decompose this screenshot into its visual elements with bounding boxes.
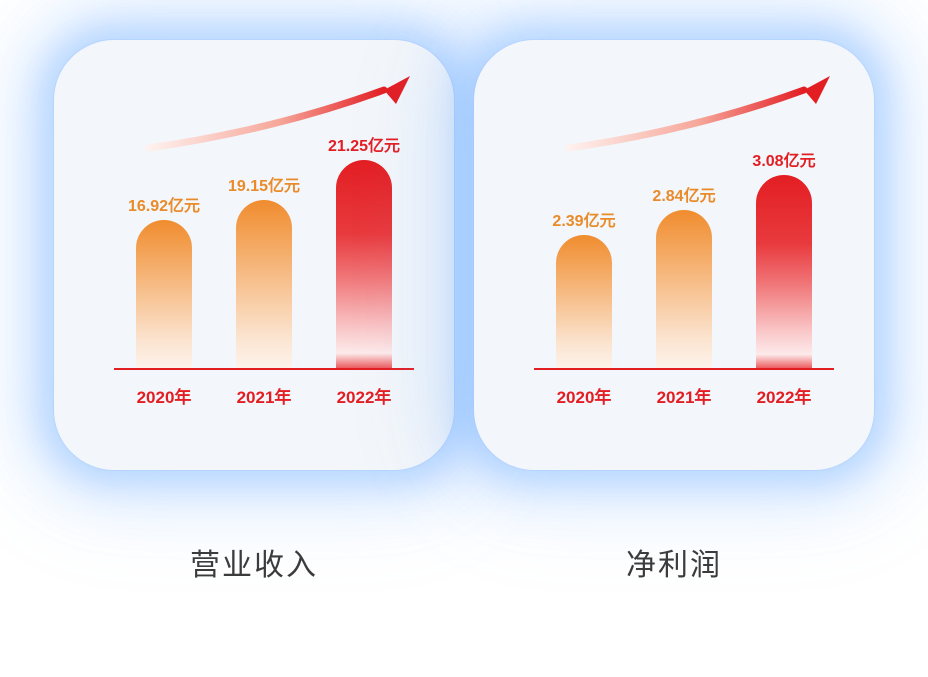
revenue-bars: 16.92亿元 19.15亿元 21.25亿元 bbox=[114, 140, 414, 370]
category-label: 2020年 bbox=[544, 383, 624, 408]
x-axis bbox=[114, 368, 414, 370]
profit-chart-area: 2.39亿元 2.84亿元 3.08亿元 2020年 2021年 bbox=[534, 110, 834, 420]
bar-value-label: 2.39亿元 bbox=[552, 207, 615, 231]
bar bbox=[556, 235, 612, 370]
bar bbox=[656, 210, 712, 370]
bar-value-label: 19.15亿元 bbox=[228, 172, 300, 196]
profit-bars: 2.39亿元 2.84亿元 3.08亿元 bbox=[534, 140, 834, 370]
category-label: 2020年 bbox=[124, 383, 204, 408]
profit-panel-wrap: 2.39亿元 2.84亿元 3.08亿元 2020年 2021年 bbox=[464, 40, 884, 584]
bar bbox=[336, 160, 392, 370]
revenue-bar-2020: 16.92亿元 bbox=[124, 220, 204, 370]
category-label: 2022年 bbox=[324, 383, 404, 408]
profit-title: 净利润 bbox=[464, 540, 884, 584]
bar-value-label: 21.25亿元 bbox=[328, 132, 400, 156]
revenue-title: 营业收入 bbox=[44, 540, 464, 584]
revenue-panel: 16.92亿元 19.15亿元 21.25亿元 2020年 202 bbox=[54, 40, 454, 470]
category-label: 2021年 bbox=[644, 383, 724, 408]
revenue-panel-wrap: 16.92亿元 19.15亿元 21.25亿元 2020年 202 bbox=[44, 40, 464, 584]
bar bbox=[136, 220, 192, 370]
bar bbox=[236, 200, 292, 370]
bar-value-label: 2.84亿元 bbox=[652, 182, 715, 206]
x-axis bbox=[534, 368, 834, 370]
profit-panel: 2.39亿元 2.84亿元 3.08亿元 2020年 2021年 bbox=[474, 40, 874, 470]
revenue-bar-2022: 21.25亿元 bbox=[324, 160, 404, 370]
profit-bar-2022: 3.08亿元 bbox=[744, 175, 824, 370]
bar bbox=[756, 175, 812, 370]
category-label: 2022年 bbox=[744, 383, 824, 408]
bar-value-label: 3.08亿元 bbox=[752, 147, 815, 171]
bar-value-label: 16.92亿元 bbox=[128, 192, 200, 216]
charts-container: 16.92亿元 19.15亿元 21.25亿元 2020年 202 bbox=[0, 0, 928, 584]
profit-x-labels: 2020年 2021年 2022年 bbox=[534, 383, 834, 408]
profit-bar-2021: 2.84亿元 bbox=[644, 210, 724, 370]
category-label: 2021年 bbox=[224, 383, 304, 408]
revenue-chart-area: 16.92亿元 19.15亿元 21.25亿元 2020年 202 bbox=[114, 110, 414, 420]
revenue-x-labels: 2020年 2021年 2022年 bbox=[114, 383, 414, 408]
profit-bar-2020: 2.39亿元 bbox=[544, 235, 624, 370]
revenue-bar-2021: 19.15亿元 bbox=[224, 200, 304, 370]
